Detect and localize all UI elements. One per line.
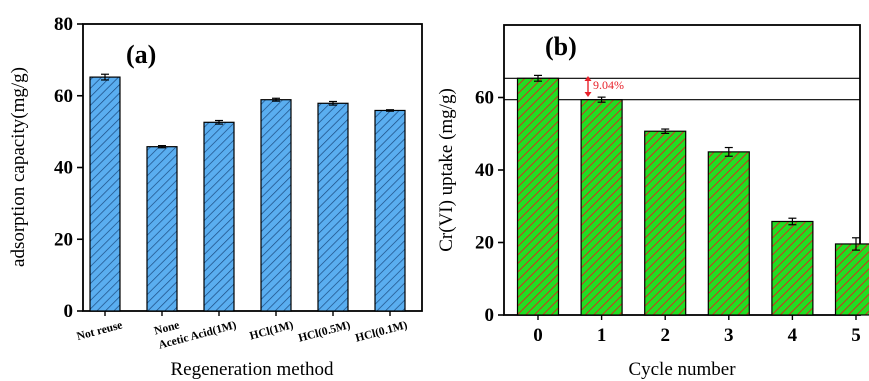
x-tick-label: 2 <box>660 325 670 346</box>
arrow-head-up <box>584 76 592 81</box>
difference-annotation: 9.04% <box>584 76 624 97</box>
bar <box>203 121 235 312</box>
bar <box>374 109 406 312</box>
chart-panel-b: 0 20 40 60 0 1 2 3 4 5 (b) 9.04% Cycle number Cr(… <box>436 24 869 380</box>
reference-lines <box>504 77 860 101</box>
y-tick-label: 40 <box>54 158 73 179</box>
bar <box>771 220 814 316</box>
x-tick-label: 3 <box>724 325 734 346</box>
bars-group <box>89 73 406 312</box>
arrow-head-down <box>584 92 592 97</box>
y-tick-label: 0 <box>64 301 74 322</box>
x-tick-label: 0 <box>533 325 543 346</box>
bars-group <box>516 74 869 316</box>
x-tick-label: HCl(1M) <box>248 319 294 342</box>
x-tick-label: 4 <box>788 325 798 346</box>
panel-label: (a) <box>126 40 156 69</box>
bar <box>260 99 292 312</box>
x-tick-label: 5 <box>851 325 861 346</box>
y-tick-label: 0 <box>485 305 495 326</box>
bar <box>516 77 560 316</box>
x-axis-title: Cycle number <box>628 359 736 380</box>
y-tick-label: 60 <box>54 86 73 107</box>
x-axis-title: Regeneration method <box>170 359 334 380</box>
x-tick-label: HCl(0.1M) <box>354 319 409 344</box>
y-tick-label: 20 <box>54 229 73 250</box>
y-tick-label: 40 <box>475 160 494 181</box>
bar <box>834 243 869 316</box>
bar <box>317 102 349 312</box>
y-tick-label: 60 <box>475 88 494 109</box>
y-tick-label: 80 <box>54 14 73 35</box>
bar <box>146 146 178 312</box>
x-tick-label: Not reuse <box>76 319 124 343</box>
axis-ticks: 0 20 40 60 0 1 2 3 4 5 <box>475 88 861 347</box>
bar <box>580 99 623 316</box>
x-tick-label: HCl(0.5M) <box>297 319 352 344</box>
annotation-label: 9.04% <box>593 78 624 92</box>
bar <box>644 130 687 316</box>
y-axis-title: adsorption capacity(mg/g) <box>8 67 29 267</box>
x-tick-label: 1 <box>597 325 607 346</box>
y-tick-label: 20 <box>475 233 494 254</box>
bar <box>89 76 121 312</box>
panel-label: (b) <box>545 32 577 61</box>
bar <box>707 151 750 316</box>
y-axis-title: Cr(VI) uptake (mg/g) <box>436 88 457 252</box>
